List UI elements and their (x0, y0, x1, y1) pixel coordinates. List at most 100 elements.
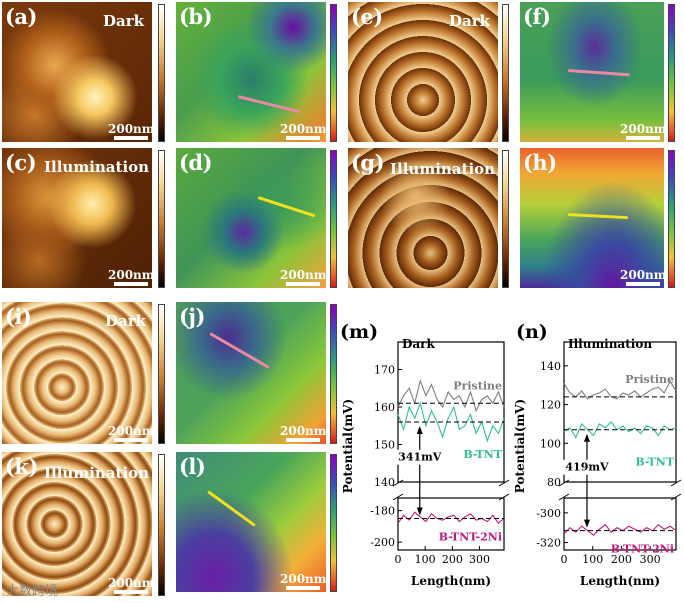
y-axis-label: Potential(mV) (341, 399, 355, 493)
profile-line (209, 332, 270, 369)
afm-panel-e: (e) Dark (348, 2, 498, 142)
y-tick-label: -200 (370, 536, 395, 549)
scale-bar (114, 282, 148, 286)
kpfm-panel-b: (b) 200nm (176, 2, 326, 142)
colorbar-f (668, 4, 675, 142)
scale-text: 200nm (280, 424, 326, 438)
plot-frame-lower (397, 497, 505, 551)
colorbar-h (668, 150, 675, 288)
panel-label: (c) (5, 150, 37, 175)
y-tick-label: 140 (374, 476, 395, 489)
scale-bar (286, 136, 320, 140)
axis-break-mark (498, 493, 510, 501)
colorbar-k (158, 454, 165, 596)
colorbar-l (330, 454, 337, 592)
scale-bar (286, 586, 320, 590)
axis-break-mark (558, 493, 570, 501)
series-label: Pristine (625, 373, 674, 386)
scale-text: 200nm (620, 122, 664, 136)
scale-bar (286, 438, 320, 442)
arrow-head-up (416, 426, 423, 434)
y-axis-label: Potential(mV) (513, 399, 527, 493)
scale-text: 200nm (620, 268, 664, 282)
chart-title: Dark (402, 337, 436, 351)
profile-line (567, 213, 628, 220)
kpfm-panel-j: (j) 200nm (176, 302, 326, 444)
profile-line (257, 196, 316, 218)
y-tick-label: 100 (540, 437, 561, 450)
axis-break-mark (392, 493, 404, 501)
y-tick-label: 80 (547, 476, 561, 489)
kpfm-panel-l: (l) 200nm (176, 452, 326, 592)
arrow-head-up (583, 433, 590, 442)
y-tick-label: -300 (536, 507, 561, 520)
series-line-pristine (563, 380, 677, 400)
x-tick-label: 100 (582, 553, 603, 566)
scale-bar (626, 282, 660, 286)
scale-bar (286, 282, 320, 286)
series-label: B-TNT-2Ni (439, 530, 502, 543)
series-line-b-tnt (563, 421, 677, 439)
afm-panel-g: (g) Illumination (348, 148, 498, 288)
x-tick-label: 300 (469, 553, 490, 566)
y-tick-label: 170 (374, 364, 395, 377)
colorbar-a (158, 4, 165, 142)
profile-line (237, 95, 301, 114)
y-tick-label: -320 (536, 537, 561, 550)
scale-text: 200nm (280, 572, 326, 586)
profile-line (207, 490, 256, 527)
afm-panel-i: (i) Dark 200nm (2, 302, 152, 444)
condition-label: Dark (102, 12, 144, 30)
plot-frame-upper (397, 341, 505, 483)
scale-text: 200nm (108, 424, 152, 438)
scale-bar (114, 590, 148, 594)
condition-label: Dark (448, 12, 490, 30)
x-tick-label: 100 (415, 553, 436, 566)
difference-annotation: 341mV (398, 451, 442, 464)
panel-label: (d) (179, 150, 213, 175)
y-tick-label: 140 (540, 360, 561, 373)
scale-text: 200nm (108, 576, 152, 590)
annotation-bg (393, 449, 446, 465)
watermark: 大数跨境 (6, 584, 59, 599)
kpfm-panel-f: (f) 200nm (520, 2, 664, 142)
panel-label: (l) (179, 454, 206, 479)
colorbar-i (158, 304, 165, 444)
series-label: B-TNT (463, 448, 502, 461)
colorbar-e (502, 4, 509, 142)
panel-label: (g) (351, 150, 385, 175)
axis-break-mark (670, 493, 682, 501)
panel-label: (b) (179, 4, 213, 29)
kpfm-panel-d: (d) 200nm (176, 148, 326, 288)
colorbar-b (330, 4, 337, 142)
colorbar-d (330, 150, 337, 288)
chart-panel-label: (m) (340, 321, 378, 343)
series-label: Pristine (453, 379, 502, 392)
colorbar-c (158, 150, 165, 288)
annotation-bg (560, 459, 613, 475)
colorbar-j (330, 304, 337, 444)
series-line-b-tnt-2ni (397, 511, 505, 525)
panel-label: (f) (523, 4, 551, 29)
panel-label: (k) (5, 454, 38, 479)
panel-label: (h) (523, 150, 557, 175)
x-tick-label: 0 (561, 553, 568, 566)
afm-panel-c: (c) Illumination 200nm (2, 148, 152, 288)
scale-text: 200nm (280, 122, 326, 136)
y-tick-label: 120 (540, 399, 561, 412)
scale-bar (114, 136, 148, 140)
series-label: B-TNT-2Ni (611, 543, 674, 556)
y-tick-label: 160 (374, 401, 395, 414)
panel-label: (a) (5, 4, 37, 29)
axis-break-gap (394, 484, 508, 496)
series-line-b-tnt (397, 401, 505, 443)
x-tick-label: 300 (640, 553, 661, 566)
y-tick-label: 150 (374, 439, 395, 452)
panel-label: (e) (351, 4, 383, 29)
axis-break-gap (560, 484, 680, 496)
colorbar-g (502, 150, 509, 288)
x-axis-label: Length(nm) (580, 574, 660, 588)
condition-label: Illumination (44, 464, 150, 482)
